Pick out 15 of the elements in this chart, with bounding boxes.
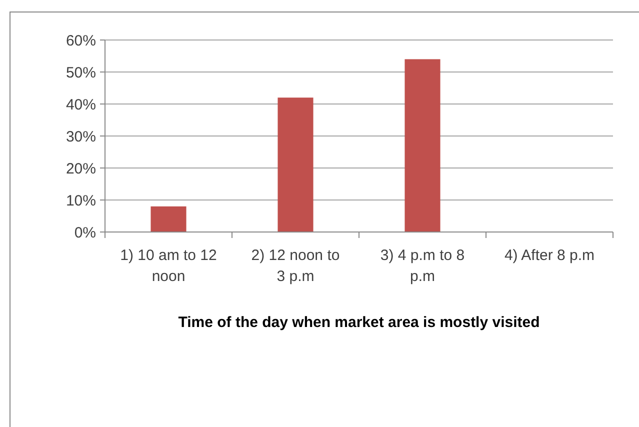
y-tick-label: 40% (66, 96, 96, 114)
bar (404, 59, 440, 232)
x-tick-label: 1) 10 am to 12 noon (120, 247, 217, 285)
bar (278, 98, 314, 232)
x-tick-label: 2) 12 noon to 3 p.m (251, 247, 340, 285)
y-tick-label: 20% (66, 160, 96, 178)
bar (150, 206, 186, 232)
x-tick-label: 3) 4 p.m to 8 p.m (380, 247, 465, 285)
y-tick-label: 10% (66, 192, 96, 210)
y-tick-label: 0% (74, 224, 96, 242)
y-tick-label: 50% (66, 64, 96, 82)
x-tick-label: 4) After 8 p.m (504, 247, 595, 264)
y-tick-label: 60% (66, 32, 96, 50)
y-tick-label: 30% (66, 128, 96, 146)
x-axis-title: Time of the day when market area is mostly visited (178, 314, 540, 331)
